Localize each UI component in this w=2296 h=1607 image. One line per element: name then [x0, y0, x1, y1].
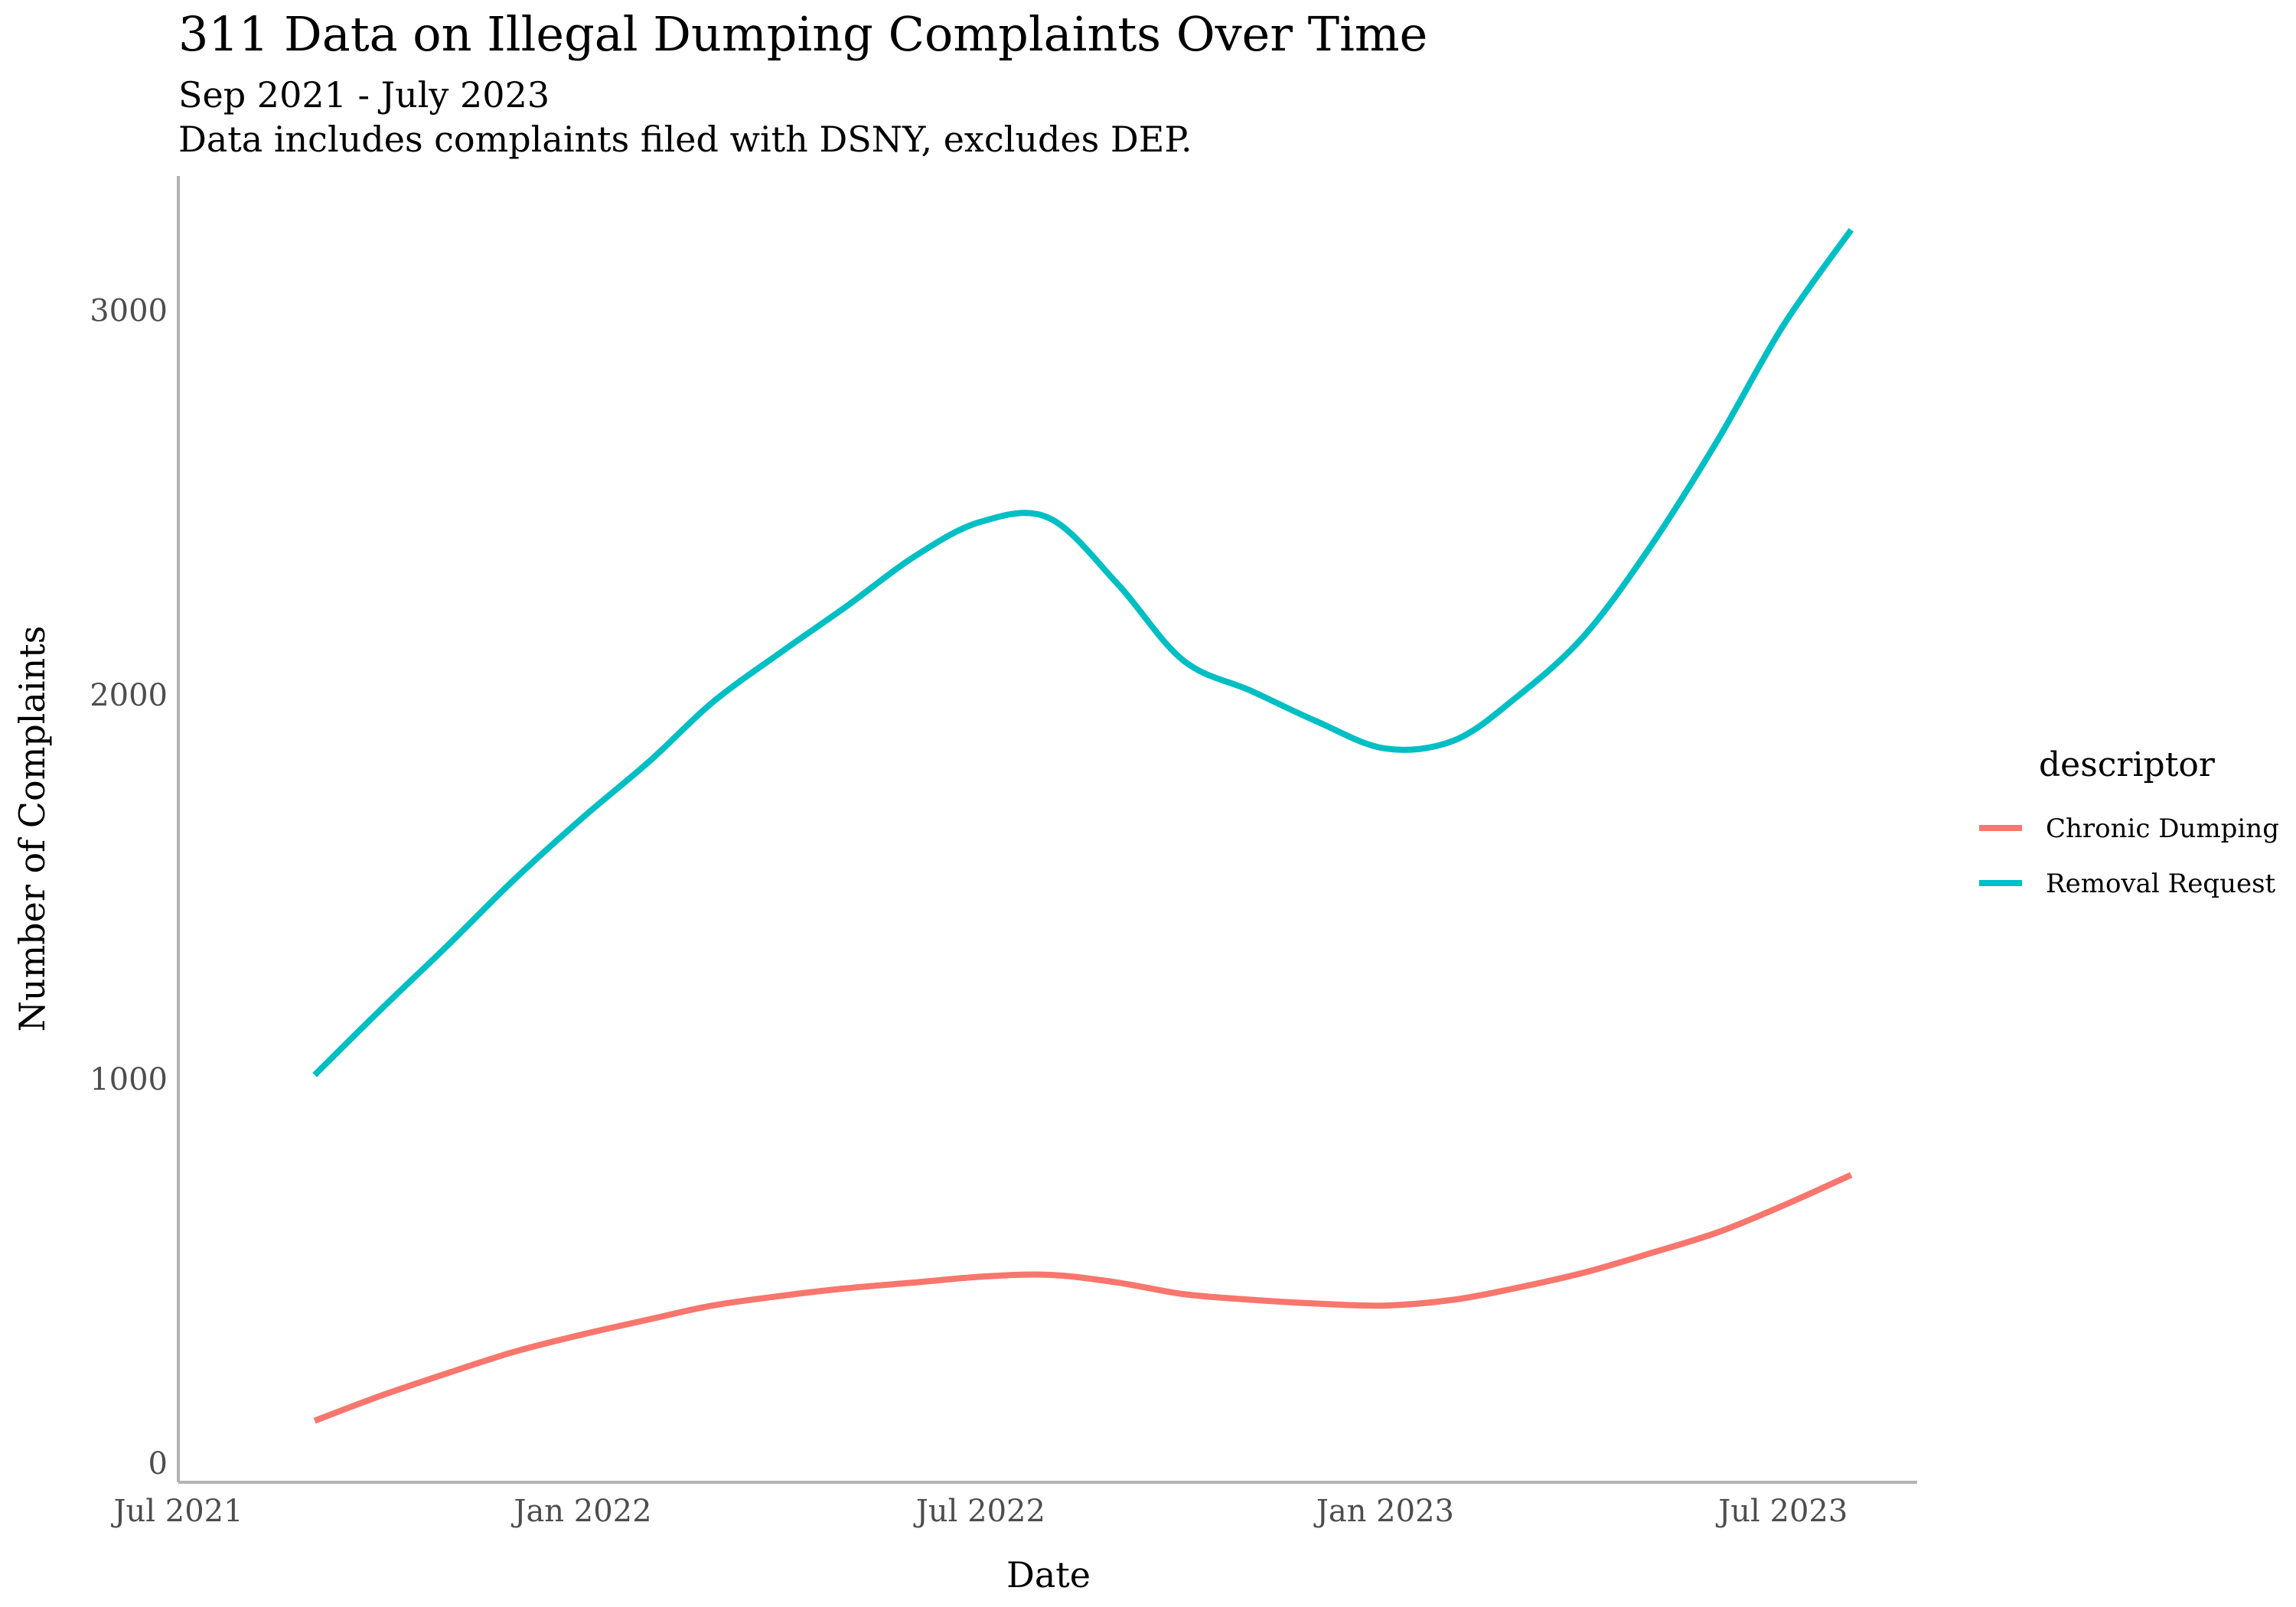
x-tick-label: Jul 2023 — [1715, 1494, 1848, 1529]
x-tick-labels: Jul 2021 Jan 2022 Jul 2022 Jan 2023 Jul 2023 — [110, 1494, 1848, 1529]
x-tick-label: Jan 2023 — [1313, 1494, 1454, 1529]
series-line-removal-request — [312, 227, 1854, 1077]
x-tick-label: Jul 2022 — [913, 1494, 1045, 1529]
series-line-chronic-dumping — [313, 1172, 1853, 1424]
legend-label-chronic-dumping: Chronic Dumping — [2046, 813, 2279, 844]
x-axis-title: Date — [1006, 1554, 1091, 1596]
legend-items: Chronic Dumping Removal Request — [1979, 813, 2279, 899]
x-tick-label: Jan 2022 — [510, 1494, 651, 1529]
chart-subtitle-line-1: Sep 2021 - July 2023 — [178, 74, 550, 116]
x-tick-label: Jul 2021 — [110, 1494, 243, 1529]
y-axis-title: Number of Complaints — [11, 626, 53, 1032]
y-tick-label: 3000 — [90, 294, 168, 329]
series-lines — [312, 227, 1854, 1424]
legend-title: descriptor — [2039, 745, 2216, 784]
y-tick-label: 0 — [148, 1446, 168, 1482]
legend: descriptor Chronic Dumping Removal Reques… — [1979, 745, 2279, 899]
y-tick-label: 2000 — [90, 678, 168, 713]
chart-title: 311 Data on Illegal Dumping Complaints O… — [178, 6, 1427, 62]
y-tick-labels: 0 1000 2000 3000 — [90, 294, 168, 1482]
y-tick-label: 1000 — [90, 1062, 168, 1097]
legend-label-removal-request: Removal Request — [2046, 869, 2276, 899]
chart-subtitle-line-2: Data includes complaints filed with DSNY… — [178, 119, 1192, 160]
